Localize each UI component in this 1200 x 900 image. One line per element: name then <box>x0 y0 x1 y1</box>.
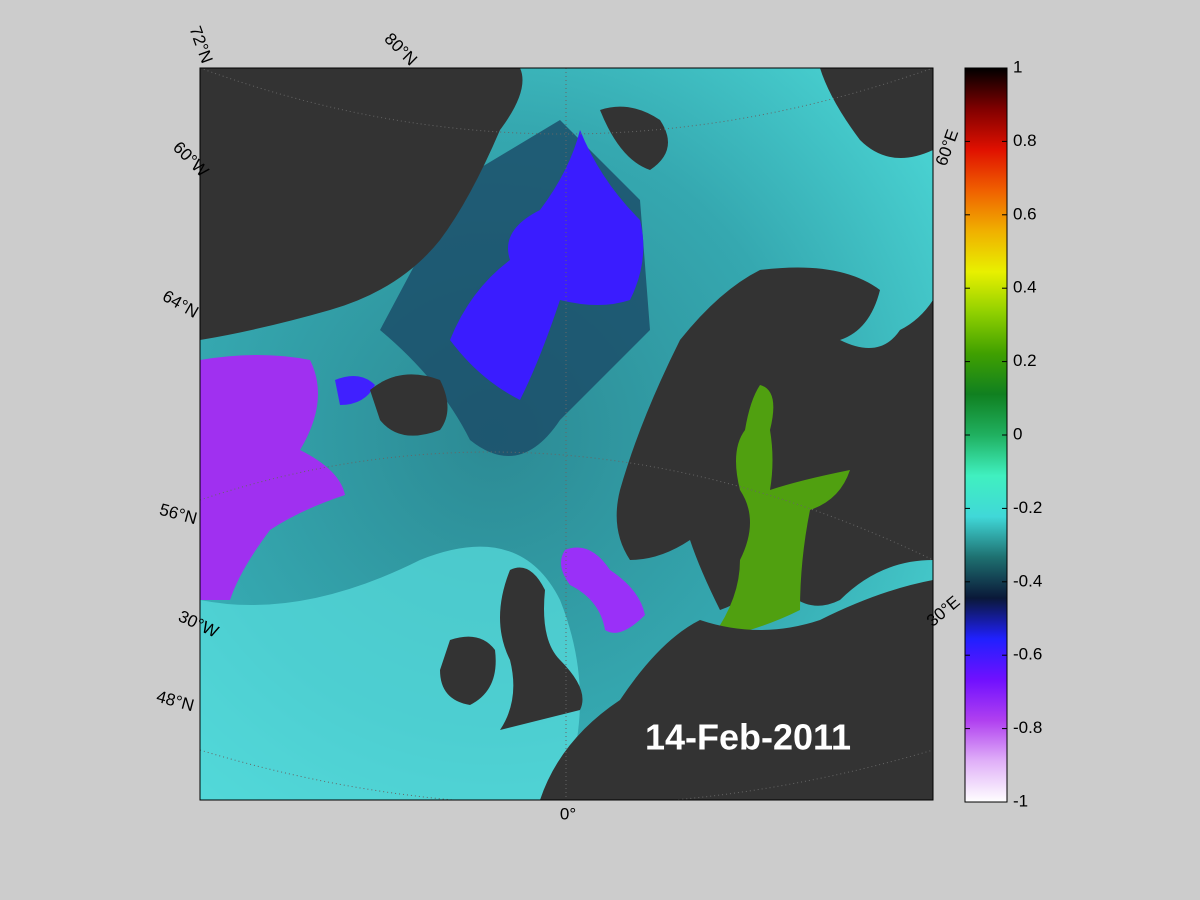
map <box>200 68 933 800</box>
tick-label: -0.2 <box>1013 498 1042 517</box>
land-svalbard <box>600 106 668 170</box>
tick-label: 0.6 <box>1013 204 1037 223</box>
graticule <box>200 68 933 800</box>
tick-label: -0.4 <box>1013 571 1042 590</box>
land-britain <box>500 567 583 730</box>
baltic-sea <box>710 385 850 640</box>
map-frame <box>199 67 934 801</box>
graticule-label: 80°N <box>381 29 421 69</box>
land-greenland <box>200 68 523 340</box>
colorbar <box>964 67 1008 803</box>
tick-label: 0.8 <box>1013 131 1037 150</box>
tick-label: -0.8 <box>1013 718 1042 737</box>
graticule-label: 64°N <box>159 286 201 321</box>
anomaly-blob <box>200 355 345 600</box>
land-ireland <box>440 636 496 705</box>
warm-water <box>200 546 580 800</box>
graticule-label: 72°N <box>186 24 217 66</box>
land-novaya <box>820 68 933 158</box>
tick-label: 0.4 <box>1013 278 1037 297</box>
land-europe <box>540 580 933 800</box>
graticule-label: 60°E <box>932 127 963 168</box>
land-iceland <box>370 374 448 436</box>
tick-label: 1 <box>1013 57 1022 76</box>
date-label: 14-Feb-2011 <box>645 717 851 758</box>
graticule-label: 0° <box>560 804 576 823</box>
graticule-label: 56°N <box>157 500 199 528</box>
anomaly-blob <box>335 376 375 405</box>
tick-label: 0.2 <box>1013 351 1037 370</box>
land-scandinavia <box>616 267 933 610</box>
anomaly-blob <box>561 547 645 633</box>
graticule-label: 48°N <box>154 687 196 715</box>
tick-label: -0.6 <box>1013 645 1042 664</box>
tick-label: -1 <box>1013 791 1028 810</box>
tick-label: 0 <box>1013 424 1022 443</box>
anomaly-blob <box>450 130 644 400</box>
